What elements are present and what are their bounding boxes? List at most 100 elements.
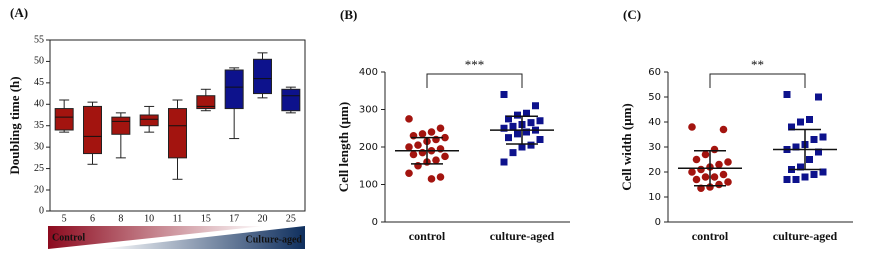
point [715,180,723,189]
point [418,130,427,138]
point [724,158,732,166]
y-axis-label: Doubling time (h) [7,76,22,174]
significance-bracket [709,73,806,88]
point [797,118,804,126]
point [432,156,440,164]
x-tick-label: 5 [62,213,67,224]
point [509,149,517,157]
point [724,178,732,186]
panel-label: (C) [623,7,641,22]
box [168,108,187,159]
point [527,141,535,149]
x-tick-label: 6 [90,213,95,224]
point [500,91,508,98]
point [514,111,521,119]
point [810,136,818,143]
point [436,145,445,153]
point [500,158,508,166]
point [409,150,418,159]
gradient-label-right: Culture-aged [246,234,303,245]
y-tick-label: 45 [34,77,44,88]
point [801,173,809,181]
point [405,115,413,123]
panel-label: (A) [10,5,28,20]
x-tick-label: 25 [286,213,296,224]
point [715,160,723,169]
point [518,143,526,151]
y-tick-label: 60 [648,67,661,78]
point [514,130,521,138]
point [810,171,818,178]
x-tick-label: 11 [173,213,183,224]
point [405,143,413,151]
box [281,88,301,112]
point [819,168,827,176]
y-axis-label: Cell width (μm) [619,103,634,191]
y-tick-label: 25 [34,163,44,174]
point [414,141,422,149]
y-tick-label: 20 [34,184,44,195]
point [523,109,530,117]
y-tick-label: 300 [359,105,378,116]
y-axis-label: Cell length (μm) [336,102,351,192]
significance-label: ** [751,57,764,72]
point [414,161,422,170]
y-tick-label: 0 [655,217,661,228]
point [815,148,822,156]
x-tick-label: control [409,229,446,243]
y-tick-label: 30 [648,142,661,153]
point [688,123,696,131]
box [224,69,244,110]
point [688,168,696,176]
point [806,116,813,123]
point [509,122,517,130]
x-tick-label: control [692,229,729,243]
y-tick-label: 10 [648,192,661,203]
y-tick-label: 0 [372,217,378,228]
x-tick-label: 8 [118,213,123,224]
point [432,135,440,144]
box [54,108,74,131]
y-tick-label: 400 [359,67,378,78]
significance-bracket [426,73,523,88]
point [536,136,544,143]
point [788,123,795,131]
point [523,128,530,136]
y-tick-label: 35 [34,120,44,131]
point [797,163,804,171]
point [819,133,827,141]
point [710,173,719,181]
y-tick-label: 40 [648,117,661,128]
y-tick-label: 20 [648,167,661,178]
y-tick-label: 50 [34,56,44,67]
point [697,165,705,174]
point [783,91,791,98]
point [719,125,728,134]
point [505,115,512,123]
point [710,145,719,154]
point [719,170,728,179]
point [527,119,535,127]
gradient-aged [100,226,305,249]
point [701,173,710,181]
point [418,148,427,157]
point [505,134,512,142]
point [405,169,413,178]
y-tick-label: 100 [359,180,378,191]
x-tick-label: 15 [201,213,211,224]
panel-label: (B) [340,7,357,22]
box [139,114,159,127]
significance-label: *** [465,57,485,72]
point [427,175,436,183]
point [441,133,449,142]
y-tick-label: 40 [34,99,44,110]
point [692,175,701,184]
x-tick-label: 17 [229,213,239,224]
point [427,128,436,136]
point [815,93,822,101]
x-tick-label: 10 [144,213,154,224]
point [441,152,449,161]
box [253,58,272,95]
gradient-label-left: Control [52,232,85,243]
